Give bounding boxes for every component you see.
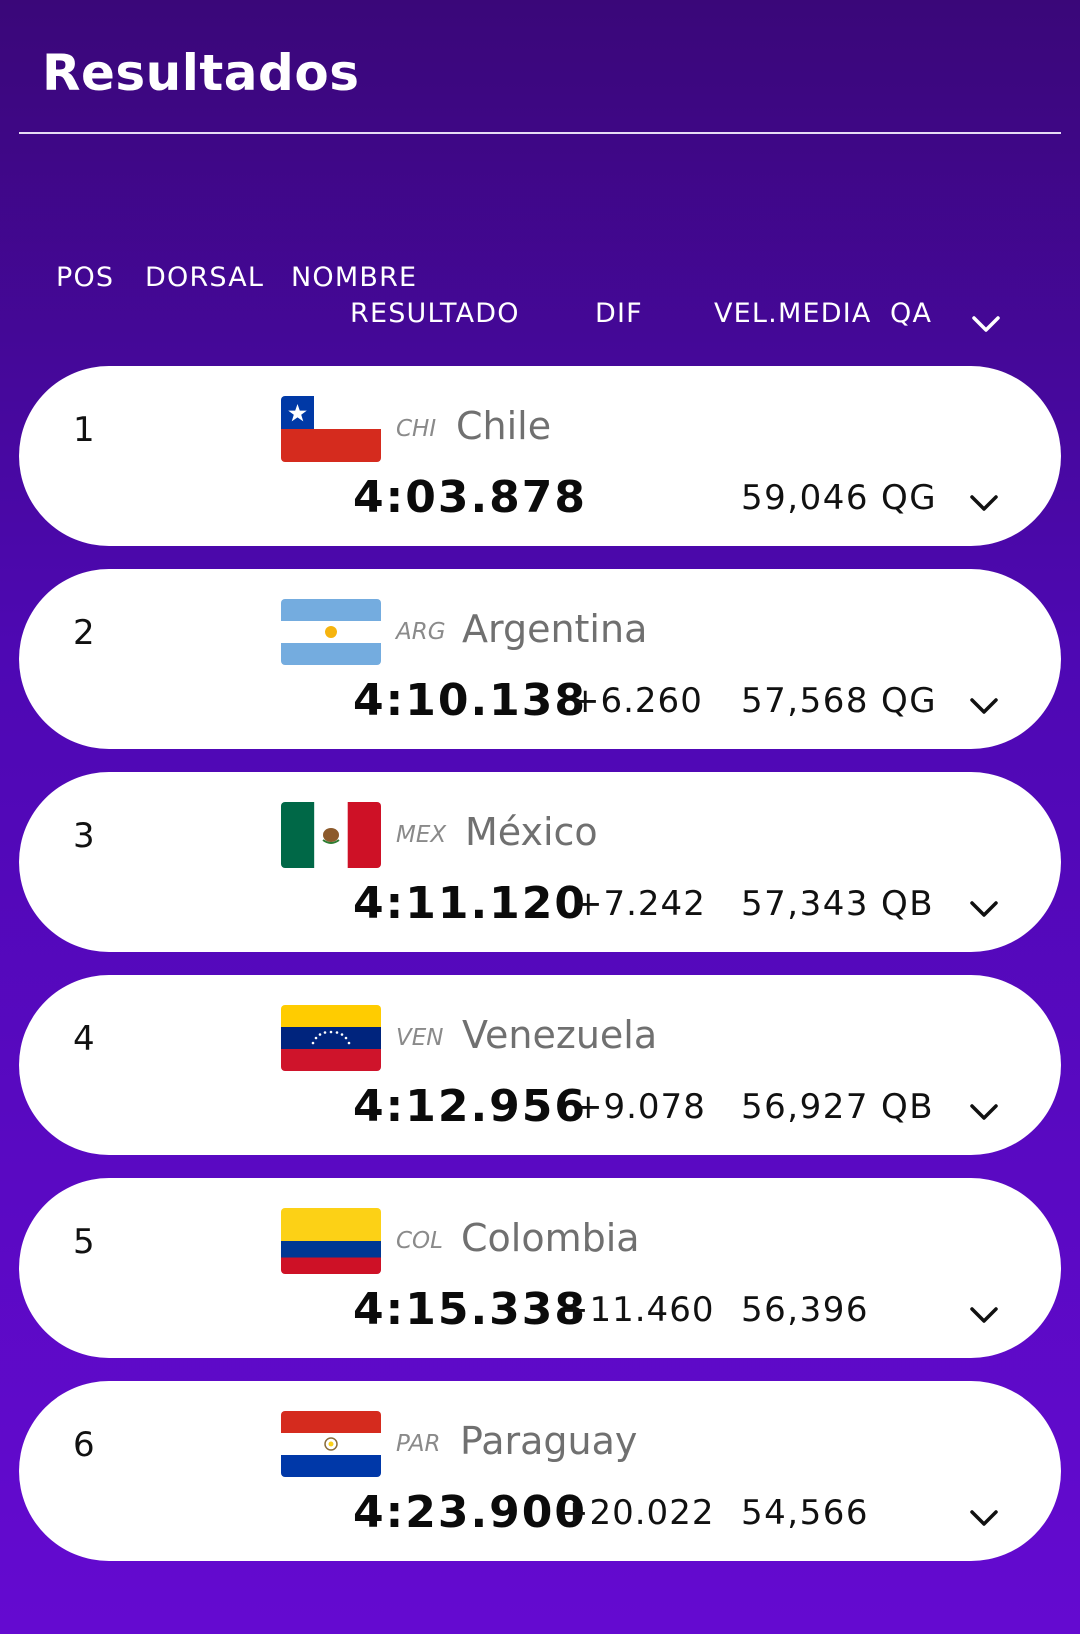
qualification: QG	[881, 478, 938, 518]
time-difference: +7.242	[574, 884, 706, 924]
chevron-down-icon[interactable]	[967, 1501, 1001, 1535]
chevron-down-icon[interactable]	[967, 892, 1001, 926]
time-difference: +20.022	[560, 1493, 715, 1533]
chevron-down-icon[interactable]	[967, 689, 1001, 723]
qualification: QB	[881, 1087, 935, 1127]
country-name: Chile	[456, 404, 552, 448]
header-pos: POS	[56, 262, 115, 293]
average-speed: 59,046	[741, 478, 869, 518]
country-code: VEN	[396, 1025, 444, 1051]
result-time: 4:03.878	[353, 472, 588, 523]
header-dorsal: DORSAL	[145, 262, 265, 293]
result-time: 4:10.138	[353, 675, 588, 726]
result-time: 4:11.120	[353, 878, 588, 929]
chile-flag	[281, 396, 381, 462]
result-row[interactable]: 6 PAR Paraguay 4:23.900 +20.022 54,566	[19, 1381, 1061, 1561]
header-qa: QA	[890, 298, 933, 329]
average-speed: 56,927	[741, 1087, 869, 1127]
result-time: 4:23.900	[353, 1487, 588, 1538]
country-name: Paraguay	[460, 1419, 638, 1463]
country-code: ARG	[396, 619, 446, 645]
header-vel-media: VEL.MEDIA	[714, 298, 872, 329]
position: 4	[73, 1019, 95, 1059]
average-speed: 56,396	[741, 1290, 869, 1330]
time-difference: +6.260	[571, 681, 703, 721]
header-nombre: NOMBRE	[291, 262, 418, 293]
country-code: CHI	[396, 416, 437, 442]
average-speed: 54,566	[741, 1493, 869, 1533]
country-name: México	[465, 810, 598, 854]
venezuela-flag	[281, 1005, 381, 1071]
country-code: MEX	[396, 822, 447, 848]
header-resultado: RESULTADO	[350, 298, 520, 329]
position: 6	[73, 1425, 95, 1465]
mexico-flag	[281, 802, 381, 868]
time-difference: +9.078	[574, 1087, 706, 1127]
country-name: Venezuela	[462, 1013, 658, 1057]
result-time: 4:15.338	[353, 1284, 588, 1335]
page-title: Resultados	[42, 44, 360, 102]
time-difference: +11.460	[560, 1290, 715, 1330]
position: 1	[73, 410, 95, 450]
qualification: QG	[881, 681, 938, 721]
result-time: 4:12.956	[353, 1081, 588, 1132]
chevron-down-icon[interactable]	[967, 1298, 1001, 1332]
chevron-down-icon[interactable]	[967, 486, 1001, 520]
result-row[interactable]: 2 ARG Argentina 4:10.138 +6.260 57,568 Q…	[19, 569, 1061, 749]
result-row[interactable]: 1 CHI Chile 4:03.878 59,046 QG	[19, 366, 1061, 546]
header-dif: DIF	[595, 298, 643, 329]
position: 5	[73, 1222, 95, 1262]
paraguay-flag	[281, 1411, 381, 1477]
colombia-flag	[281, 1208, 381, 1274]
result-row[interactable]: 3 MEX México 4:11.120 +7.242 57,343 QB	[19, 772, 1061, 952]
result-row[interactable]: 4 VEN Venezuela 4:12.956 +9.078 56,927 Q…	[19, 975, 1061, 1155]
country-code: COL	[396, 1228, 443, 1254]
country-name: Colombia	[461, 1216, 640, 1260]
average-speed: 57,343	[741, 884, 869, 924]
title-divider	[19, 132, 1061, 134]
average-speed: 57,568	[741, 681, 869, 721]
chevron-down-icon[interactable]	[968, 306, 1004, 342]
chevron-down-icon[interactable]	[967, 1095, 1001, 1129]
country-code: PAR	[396, 1431, 441, 1457]
position: 2	[73, 613, 95, 653]
qualification: QB	[881, 884, 935, 924]
country-name: Argentina	[462, 607, 648, 651]
position: 3	[73, 816, 95, 856]
result-row[interactable]: 5 COL Colombia 4:15.338 +11.460 56,396	[19, 1178, 1061, 1358]
argentina-flag	[281, 599, 381, 665]
